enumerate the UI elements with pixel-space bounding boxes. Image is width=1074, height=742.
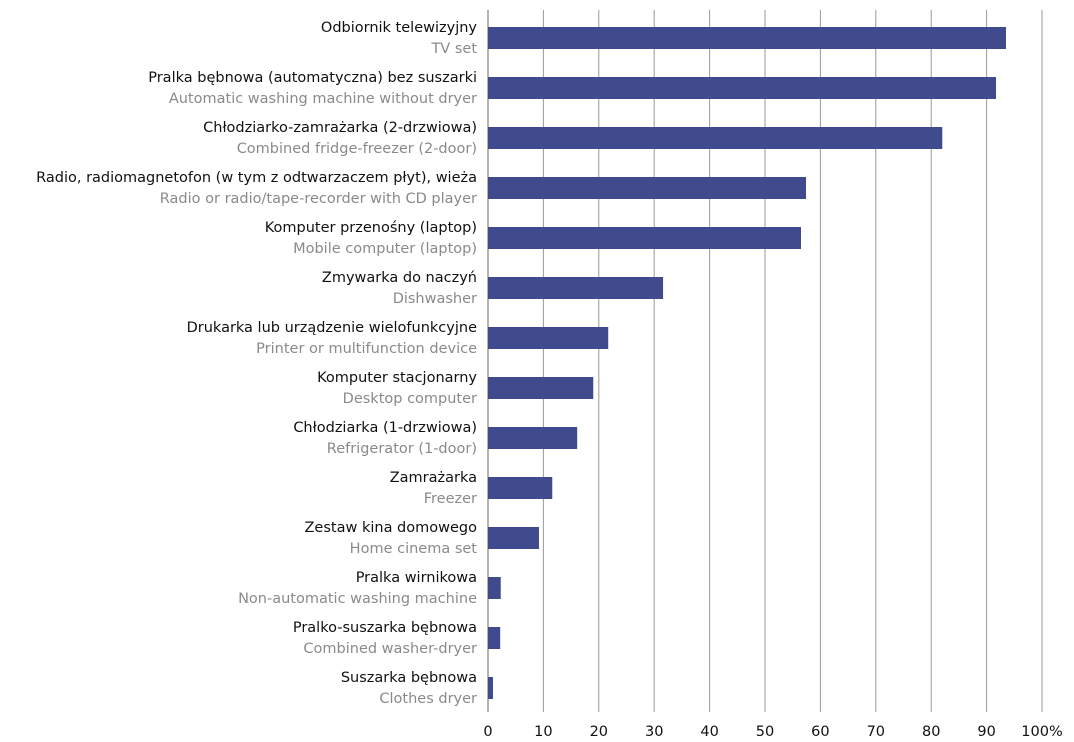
bar: [488, 27, 1006, 49]
category-label: Radio, radiomagnetofon (w tym z odtwarza…: [36, 170, 477, 186]
category-label-en: Clothes dryer: [379, 691, 477, 707]
bar: [488, 527, 539, 549]
category-label: Chłodziarka (1-drzwiowa): [293, 420, 477, 436]
category-label: Pralka bębnowa (automatyczna) bez suszar…: [148, 70, 477, 86]
x-tick-label: 70: [867, 724, 885, 740]
category-label-en: TV set: [430, 41, 477, 57]
x-tick-label: 60: [811, 724, 829, 740]
bar: [488, 477, 553, 499]
category-label: Zamrażarka: [390, 470, 477, 486]
category-label: Zestaw kina domowego: [305, 520, 478, 536]
category-label-en: Non-automatic washing machine: [238, 591, 477, 607]
category-label: Chłodziarko-zamrażarka (2-drzwiowa): [203, 120, 477, 136]
bar: [488, 227, 802, 249]
x-tick-label: 50: [756, 724, 774, 740]
category-label: Suszarka bębnowa: [341, 670, 477, 686]
category-label-en: Freezer: [424, 491, 477, 507]
category-label-en: Radio or radio/tape-recorder with CD pla…: [160, 191, 477, 207]
category-label: Odbiornik telewizyjny: [321, 20, 478, 36]
bar: [488, 77, 997, 99]
bar: [488, 577, 501, 599]
category-label-en: Combined fridge-freezer (2-door): [237, 141, 477, 157]
bar: [488, 627, 501, 649]
category-label-en: Automatic washing machine without dryer: [169, 91, 477, 107]
category-label-en: Home cinema set: [350, 541, 478, 557]
x-tick-label: 30: [645, 724, 663, 740]
category-label: Pralka wirnikowa: [356, 570, 477, 586]
category-label-en: Mobile computer (laptop): [293, 241, 477, 257]
category-label: Komputer przenośny (laptop): [265, 220, 477, 236]
category-label-en: Combined washer-dryer: [303, 641, 477, 657]
bar: [488, 177, 806, 199]
x-tick-label: 80: [922, 724, 940, 740]
category-label-en: Desktop computer: [343, 391, 477, 407]
category-label-en: Printer or multifunction device: [256, 341, 477, 357]
category-label: Komputer stacjonarny: [317, 370, 477, 386]
bar: [488, 427, 578, 449]
x-tick-label: 0: [483, 724, 492, 740]
bar: [488, 127, 943, 149]
bar: [488, 327, 609, 349]
category-label: Pralko-suszarka bębnowa: [293, 620, 477, 636]
x-tick-label: 40: [700, 724, 718, 740]
x-tick-label: 100%: [1021, 724, 1062, 740]
x-tick-label: 10: [534, 724, 552, 740]
category-label: Zmywarka do naczyń: [322, 270, 477, 286]
x-tick-label: 20: [590, 724, 608, 740]
category-label: Drukarka lub urządzenie wielofunkcyjne: [187, 320, 477, 336]
bar: [488, 677, 493, 699]
category-label-en: Dishwasher: [393, 291, 477, 307]
x-tick-label: 90: [977, 724, 995, 740]
bar: [488, 277, 664, 299]
category-label-en: Refrigerator (1-door): [327, 441, 477, 457]
bar: [488, 377, 594, 399]
